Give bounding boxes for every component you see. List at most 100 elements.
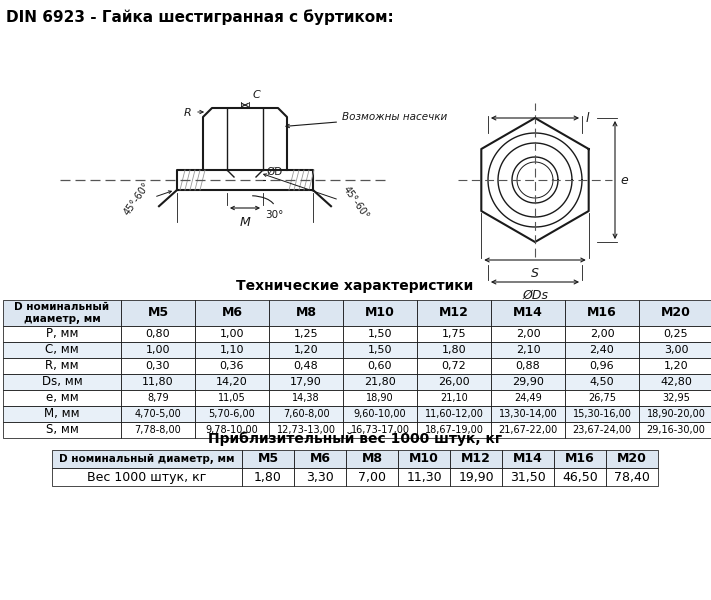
Bar bbox=[491, 358, 565, 374]
Text: l: l bbox=[586, 112, 589, 124]
Bar bbox=[565, 342, 639, 358]
Bar bbox=[491, 422, 565, 438]
Bar bbox=[121, 406, 195, 422]
Bar bbox=[565, 358, 639, 374]
Text: 29,16-30,00: 29,16-30,00 bbox=[646, 425, 705, 435]
Bar bbox=[343, 422, 417, 438]
Text: 21,80: 21,80 bbox=[364, 377, 396, 387]
Bar bbox=[491, 342, 565, 358]
Text: М12: М12 bbox=[439, 307, 469, 319]
Text: 3,30: 3,30 bbox=[306, 470, 334, 484]
Text: 24,49: 24,49 bbox=[514, 393, 542, 403]
Text: 1,00: 1,00 bbox=[146, 345, 170, 355]
Text: 26,00: 26,00 bbox=[438, 377, 470, 387]
Text: 26,75: 26,75 bbox=[588, 393, 616, 403]
Bar bbox=[565, 374, 639, 390]
Text: М5: М5 bbox=[257, 452, 279, 466]
Text: 2,00: 2,00 bbox=[515, 329, 540, 339]
Bar bbox=[195, 374, 269, 390]
Text: 78,40: 78,40 bbox=[614, 470, 650, 484]
Text: М16: М16 bbox=[565, 452, 595, 466]
Bar bbox=[346, 468, 398, 486]
Bar bbox=[398, 468, 450, 486]
Bar bbox=[417, 300, 491, 326]
Bar bbox=[565, 326, 639, 342]
Text: 18,90: 18,90 bbox=[366, 393, 394, 403]
Text: М6: М6 bbox=[222, 307, 242, 319]
Bar bbox=[491, 326, 565, 342]
Text: 11,80: 11,80 bbox=[142, 377, 173, 387]
Text: 9,78-10,00: 9,78-10,00 bbox=[205, 425, 258, 435]
Text: 8,79: 8,79 bbox=[147, 393, 169, 403]
Text: М, мм: М, мм bbox=[44, 407, 80, 421]
Bar bbox=[269, 422, 343, 438]
Text: 11,60-12,00: 11,60-12,00 bbox=[424, 409, 483, 419]
Bar bbox=[195, 422, 269, 438]
Bar bbox=[3, 358, 121, 374]
Bar bbox=[491, 300, 565, 326]
Text: 2,00: 2,00 bbox=[589, 329, 614, 339]
Text: 1,80: 1,80 bbox=[442, 345, 466, 355]
Bar bbox=[417, 342, 491, 358]
Text: 17,90: 17,90 bbox=[290, 377, 322, 387]
Text: 46,50: 46,50 bbox=[562, 470, 598, 484]
Bar bbox=[343, 374, 417, 390]
Text: R: R bbox=[183, 108, 191, 118]
Bar bbox=[121, 358, 195, 374]
Bar bbox=[195, 300, 269, 326]
Bar bbox=[639, 374, 711, 390]
Bar bbox=[639, 390, 711, 406]
Text: 11,30: 11,30 bbox=[406, 470, 442, 484]
Text: 14,38: 14,38 bbox=[292, 393, 320, 403]
Text: 1,80: 1,80 bbox=[254, 470, 282, 484]
Text: 0,60: 0,60 bbox=[368, 361, 392, 371]
Text: 3,00: 3,00 bbox=[664, 345, 688, 355]
Bar bbox=[3, 406, 121, 422]
Bar bbox=[269, 300, 343, 326]
Bar bbox=[3, 326, 121, 342]
Bar bbox=[269, 358, 343, 374]
Text: 0,80: 0,80 bbox=[146, 329, 171, 339]
Text: 1,00: 1,00 bbox=[220, 329, 245, 339]
Text: ØDs: ØDs bbox=[522, 289, 548, 302]
Bar bbox=[121, 390, 195, 406]
Bar bbox=[417, 326, 491, 342]
Bar bbox=[639, 358, 711, 374]
Text: R, мм: R, мм bbox=[46, 359, 79, 373]
Text: 1,50: 1,50 bbox=[368, 329, 392, 339]
Bar bbox=[554, 450, 606, 468]
Text: М20: М20 bbox=[617, 452, 647, 466]
Text: 4,50: 4,50 bbox=[589, 377, 614, 387]
Text: 9,60-10,00: 9,60-10,00 bbox=[353, 409, 406, 419]
Bar bbox=[417, 406, 491, 422]
Bar bbox=[491, 406, 565, 422]
Bar bbox=[565, 300, 639, 326]
Text: М5: М5 bbox=[147, 307, 169, 319]
Text: Р, мм: Р, мм bbox=[46, 328, 78, 340]
Text: 15,30-16,00: 15,30-16,00 bbox=[572, 409, 631, 419]
Bar bbox=[3, 300, 121, 326]
Text: 7,78-8,00: 7,78-8,00 bbox=[134, 425, 181, 435]
Bar bbox=[121, 342, 195, 358]
Text: 45°-60°: 45°-60° bbox=[341, 184, 370, 221]
Text: 11,05: 11,05 bbox=[218, 393, 246, 403]
Bar bbox=[502, 450, 554, 468]
Text: М12: М12 bbox=[461, 452, 491, 466]
Text: 30°: 30° bbox=[265, 210, 284, 220]
Bar bbox=[269, 342, 343, 358]
Bar bbox=[121, 300, 195, 326]
Text: Приблизительный вес 1000 штук, кг: Приблизительный вес 1000 штук, кг bbox=[208, 431, 502, 446]
Text: 42,80: 42,80 bbox=[660, 377, 692, 387]
Text: Ds, мм: Ds, мм bbox=[42, 376, 82, 389]
Text: М14: М14 bbox=[513, 452, 543, 466]
Text: C: C bbox=[253, 90, 261, 100]
Bar bbox=[269, 374, 343, 390]
Bar bbox=[52, 468, 242, 486]
Bar bbox=[343, 342, 417, 358]
Bar bbox=[343, 300, 417, 326]
Text: 12,73-13,00: 12,73-13,00 bbox=[277, 425, 336, 435]
Text: 0,36: 0,36 bbox=[220, 361, 245, 371]
Bar bbox=[195, 342, 269, 358]
Text: М8: М8 bbox=[296, 307, 316, 319]
Text: 1,10: 1,10 bbox=[220, 345, 245, 355]
